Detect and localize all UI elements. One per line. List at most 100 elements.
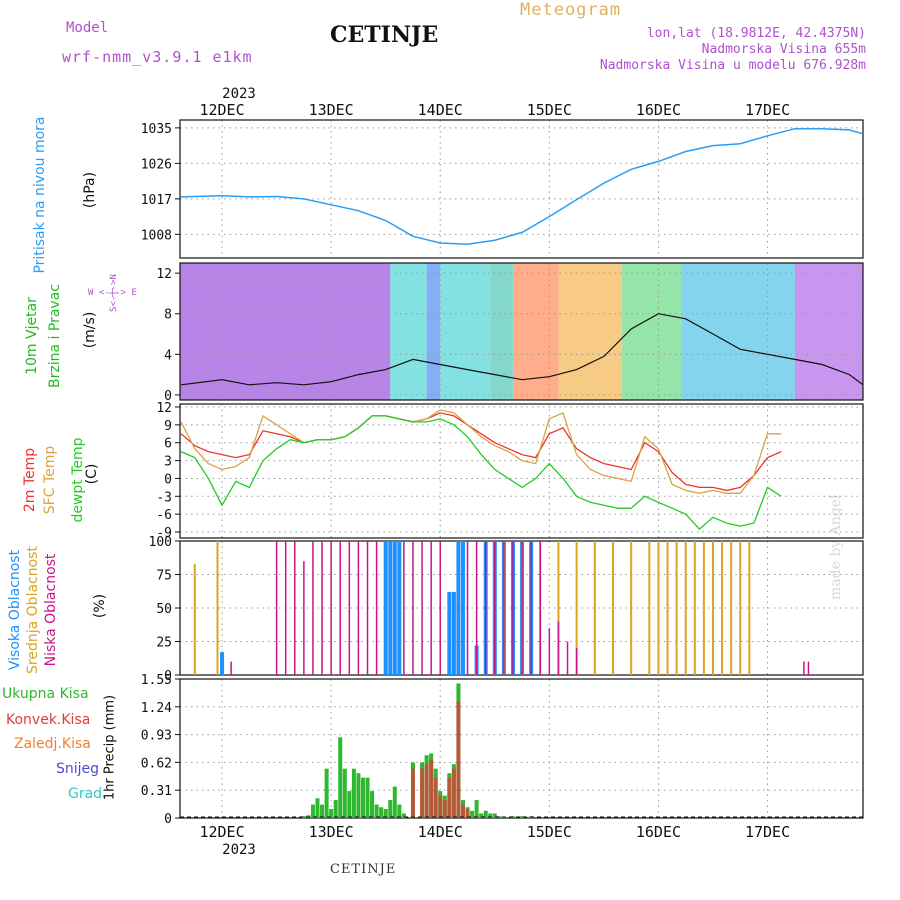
wind-speed-line [181,313,864,386]
wind-barb-band [681,263,795,400]
low-cloud-bar [566,641,569,675]
top-day-label: 12DEC [199,101,244,119]
mid-cloud-bar [216,541,219,675]
convective-rain-bar [420,768,425,818]
meteogram-label: Meteogram [520,0,622,20]
panel-frame [179,678,864,819]
convective-rain-bar [424,764,429,818]
top-day-label: 13DEC [309,101,354,119]
high-cloud-bar [456,541,461,675]
rain-bar [488,813,493,818]
y-tick-label: 0 [164,812,172,827]
bottom-day-label: 13DEC [309,823,354,841]
mid-cloud-bar [611,541,614,675]
y-tick-label: 3 [164,455,172,470]
legend-snow: Snijeg [56,761,100,777]
rain-bar [470,810,475,818]
low-cloud-bar [439,541,441,675]
top-year-label: 2023 [222,86,256,102]
rain-bar [370,791,375,818]
y-tick-label: 1.24 [141,701,172,716]
bottom-day-label: 14DEC [418,823,463,841]
y-tick-label: 4 [164,348,172,363]
y-tick-label: 12 [156,401,172,416]
t2m-line [180,412,782,492]
rain-bar [479,813,484,818]
rain-bar [520,816,525,818]
footer-station: CETINJE [330,862,397,877]
convective-rain-bar [447,777,452,818]
mid-cloud-bar [666,541,669,675]
y-tick-label: 0 [164,389,172,404]
mid-cloud-bar [575,541,578,675]
rain-bar [360,777,365,818]
low-cloud-bar [357,541,360,675]
mid-cloud-bar [693,541,696,675]
rain-bar [501,817,506,818]
y-tick-label: 1.55 [141,673,172,688]
y-tick-label: 1008 [141,228,172,243]
y-tick-label: 0 [164,669,172,684]
low-cloud-bar [230,661,232,675]
mid-cloud-bar [675,541,678,675]
mid-cloud-bar [193,563,196,675]
y-tick-label: 8 [164,308,172,323]
panel-frame [179,262,864,401]
legend-frz: Zaledj.Kisa [14,736,91,752]
y-tick-label: 0.62 [141,756,172,771]
rain-bar [356,773,361,818]
y-tick-label: 1017 [141,193,172,208]
low-cloud-bar [494,541,496,675]
y-tick-label: 1026 [141,157,172,172]
low-cloud-bar [484,541,487,675]
low-cloud-bar [807,661,810,675]
mid-cloud-bar [739,541,742,675]
rain-bar [329,809,334,818]
legend-hail: Grad [68,786,103,802]
top-day-label: 14DEC [418,101,463,119]
low-cloud-bar [539,541,542,675]
high-cloud-bar [383,541,388,675]
y-tick-label: 50 [156,602,172,617]
y-tick-label: 100 [149,535,172,550]
pressure-line [181,127,864,245]
altitude-label: Nadmorska Visina 655m [701,42,866,57]
low-cloud-bar [284,541,287,675]
low-cloud-bar [803,661,805,675]
low-cloud-bar [475,541,478,675]
y-tick-label: 25 [156,636,172,651]
rain-bar [492,813,497,818]
low-cloud-bar [557,621,560,675]
convective-rain-bar [465,809,470,818]
low-cloud-bar [275,541,278,675]
lonlat-label: lon,lat (18.9812E, 42.4375N) [646,26,866,41]
rain-bar [397,804,402,818]
high-cloud-bar [397,541,402,675]
top-day-label: 17DEC [745,101,790,119]
low-cloud-bar [512,541,514,675]
y-tick-label: 9 [164,419,172,434]
convective-rain-bar [410,768,415,818]
high-cloud-bar [460,541,465,675]
y-tick-label: -6 [156,508,172,523]
y-tick-label: 75 [156,569,172,584]
model-name: wrf-nmm_v3.9.1 e1km [62,48,253,66]
low-cloud-bar [530,541,532,675]
wind-barb-band [390,263,427,400]
mid-cloud-bar [721,541,724,675]
mid-cloud-bar [748,541,751,675]
rain-bar [310,804,315,818]
y-tick-label: 1035 [141,122,172,137]
rain-bar [497,816,502,818]
y-tick-label: 0.93 [141,729,172,744]
rain-bar [324,768,329,818]
rain-bar [365,777,370,818]
dewpt-line [180,415,782,531]
high-cloud-bar [388,541,393,675]
mid-cloud-bar [593,541,596,675]
rain-bar [388,800,393,818]
rain-bar [374,804,379,818]
rain-bar [379,807,384,818]
mid-cloud-bar [557,541,560,675]
